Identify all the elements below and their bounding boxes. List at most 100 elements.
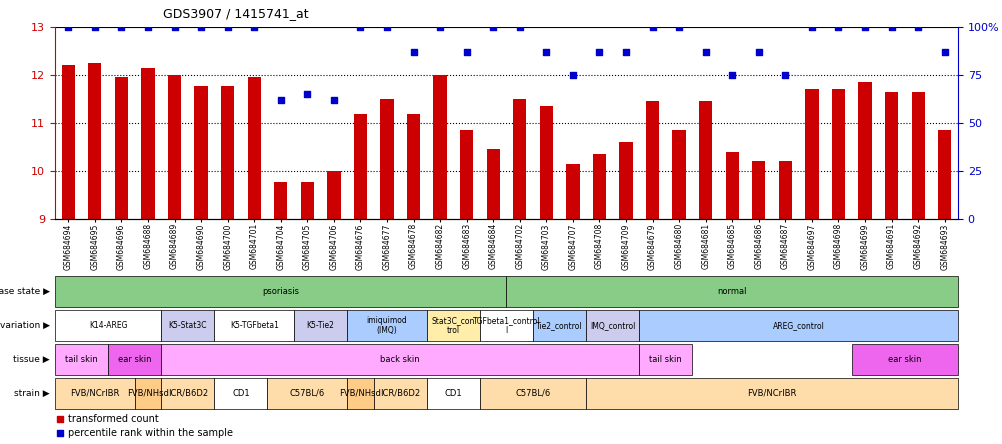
Text: back skin: back skin: [380, 355, 420, 364]
Point: [697, 48, 713, 56]
Bar: [347, 309, 427, 341]
Bar: [407, 115, 420, 444]
Bar: [911, 92, 924, 444]
Text: K5-Tie2: K5-Tie2: [307, 321, 335, 330]
Text: genotype/variation ▶: genotype/variation ▶: [0, 321, 50, 330]
Bar: [698, 101, 711, 444]
Point: [644, 24, 660, 31]
Bar: [619, 142, 632, 444]
Bar: [247, 77, 261, 444]
Text: percentile rank within the sample: percentile rank within the sample: [67, 428, 232, 438]
Point: [273, 96, 289, 103]
Point: [52, 429, 68, 436]
Text: CD1: CD1: [444, 389, 462, 398]
Bar: [61, 65, 75, 444]
Text: FVB/NCrIBR: FVB/NCrIBR: [70, 389, 119, 398]
Point: [883, 24, 899, 31]
Text: ICR/B6D2: ICR/B6D2: [167, 389, 207, 398]
Text: C57BL/6: C57BL/6: [515, 389, 550, 398]
Bar: [161, 309, 214, 341]
Point: [723, 71, 739, 79]
Bar: [532, 309, 585, 341]
Bar: [294, 309, 347, 341]
Bar: [433, 75, 446, 444]
Bar: [161, 377, 214, 409]
Text: tail skin: tail skin: [65, 355, 98, 364]
Point: [485, 24, 501, 31]
Bar: [851, 344, 957, 375]
Bar: [585, 309, 638, 341]
Bar: [480, 377, 585, 409]
Point: [511, 24, 527, 31]
Bar: [55, 276, 506, 307]
Bar: [752, 162, 765, 444]
Text: tissue ▶: tissue ▶: [13, 355, 50, 364]
Point: [591, 48, 607, 56]
Bar: [486, 149, 499, 444]
Bar: [671, 130, 685, 444]
Point: [192, 24, 208, 31]
Point: [299, 91, 315, 98]
Bar: [645, 101, 658, 444]
Point: [777, 71, 793, 79]
Bar: [55, 377, 134, 409]
Text: FVB/NHsd: FVB/NHsd: [127, 389, 168, 398]
Bar: [937, 130, 951, 444]
Point: [219, 24, 235, 31]
Text: FVB/NHsd: FVB/NHsd: [339, 389, 381, 398]
Bar: [374, 377, 427, 409]
Text: GDS3907 / 1415741_at: GDS3907 / 1415741_at: [163, 8, 309, 20]
Text: K5-Stat3C: K5-Stat3C: [168, 321, 206, 330]
Text: transformed count: transformed count: [67, 414, 158, 424]
Bar: [347, 377, 374, 409]
Bar: [427, 309, 480, 341]
Bar: [638, 309, 957, 341]
Point: [405, 48, 421, 56]
Bar: [354, 115, 367, 444]
Point: [245, 24, 262, 31]
Point: [750, 48, 767, 56]
Point: [538, 48, 554, 56]
Point: [564, 71, 580, 79]
Point: [830, 24, 846, 31]
Text: disease state ▶: disease state ▶: [0, 287, 50, 296]
Text: TGFbeta1_control
l: TGFbeta1_control l: [472, 316, 540, 335]
Bar: [778, 162, 792, 444]
Text: C57BL/6: C57BL/6: [290, 389, 325, 398]
Bar: [831, 89, 845, 444]
Bar: [592, 154, 605, 444]
Bar: [55, 309, 161, 341]
Bar: [566, 164, 579, 444]
Bar: [884, 92, 898, 444]
Point: [379, 24, 395, 31]
Bar: [638, 344, 691, 375]
Bar: [220, 86, 234, 444]
Text: imiquimod
(IMQ): imiquimod (IMQ): [367, 316, 407, 335]
Point: [803, 24, 819, 31]
Bar: [460, 130, 473, 444]
Text: K5-TGFbeta1: K5-TGFbeta1: [229, 321, 279, 330]
Point: [936, 48, 952, 56]
Bar: [134, 377, 161, 409]
Point: [52, 416, 68, 423]
Bar: [141, 68, 154, 444]
Text: strain ▶: strain ▶: [14, 389, 50, 398]
Bar: [513, 99, 526, 444]
Text: psoriasis: psoriasis: [262, 287, 299, 296]
Text: normal: normal: [716, 287, 746, 296]
Bar: [805, 89, 818, 444]
Point: [856, 24, 872, 31]
Bar: [427, 377, 480, 409]
Bar: [274, 182, 288, 444]
Bar: [167, 75, 181, 444]
Bar: [585, 377, 957, 409]
Point: [432, 24, 448, 31]
Point: [87, 24, 103, 31]
Text: ICR/B6D2: ICR/B6D2: [380, 389, 420, 398]
Bar: [114, 77, 128, 444]
Point: [326, 96, 342, 103]
Point: [909, 24, 925, 31]
Text: tail skin: tail skin: [649, 355, 681, 364]
Bar: [301, 182, 314, 444]
Bar: [327, 171, 340, 444]
